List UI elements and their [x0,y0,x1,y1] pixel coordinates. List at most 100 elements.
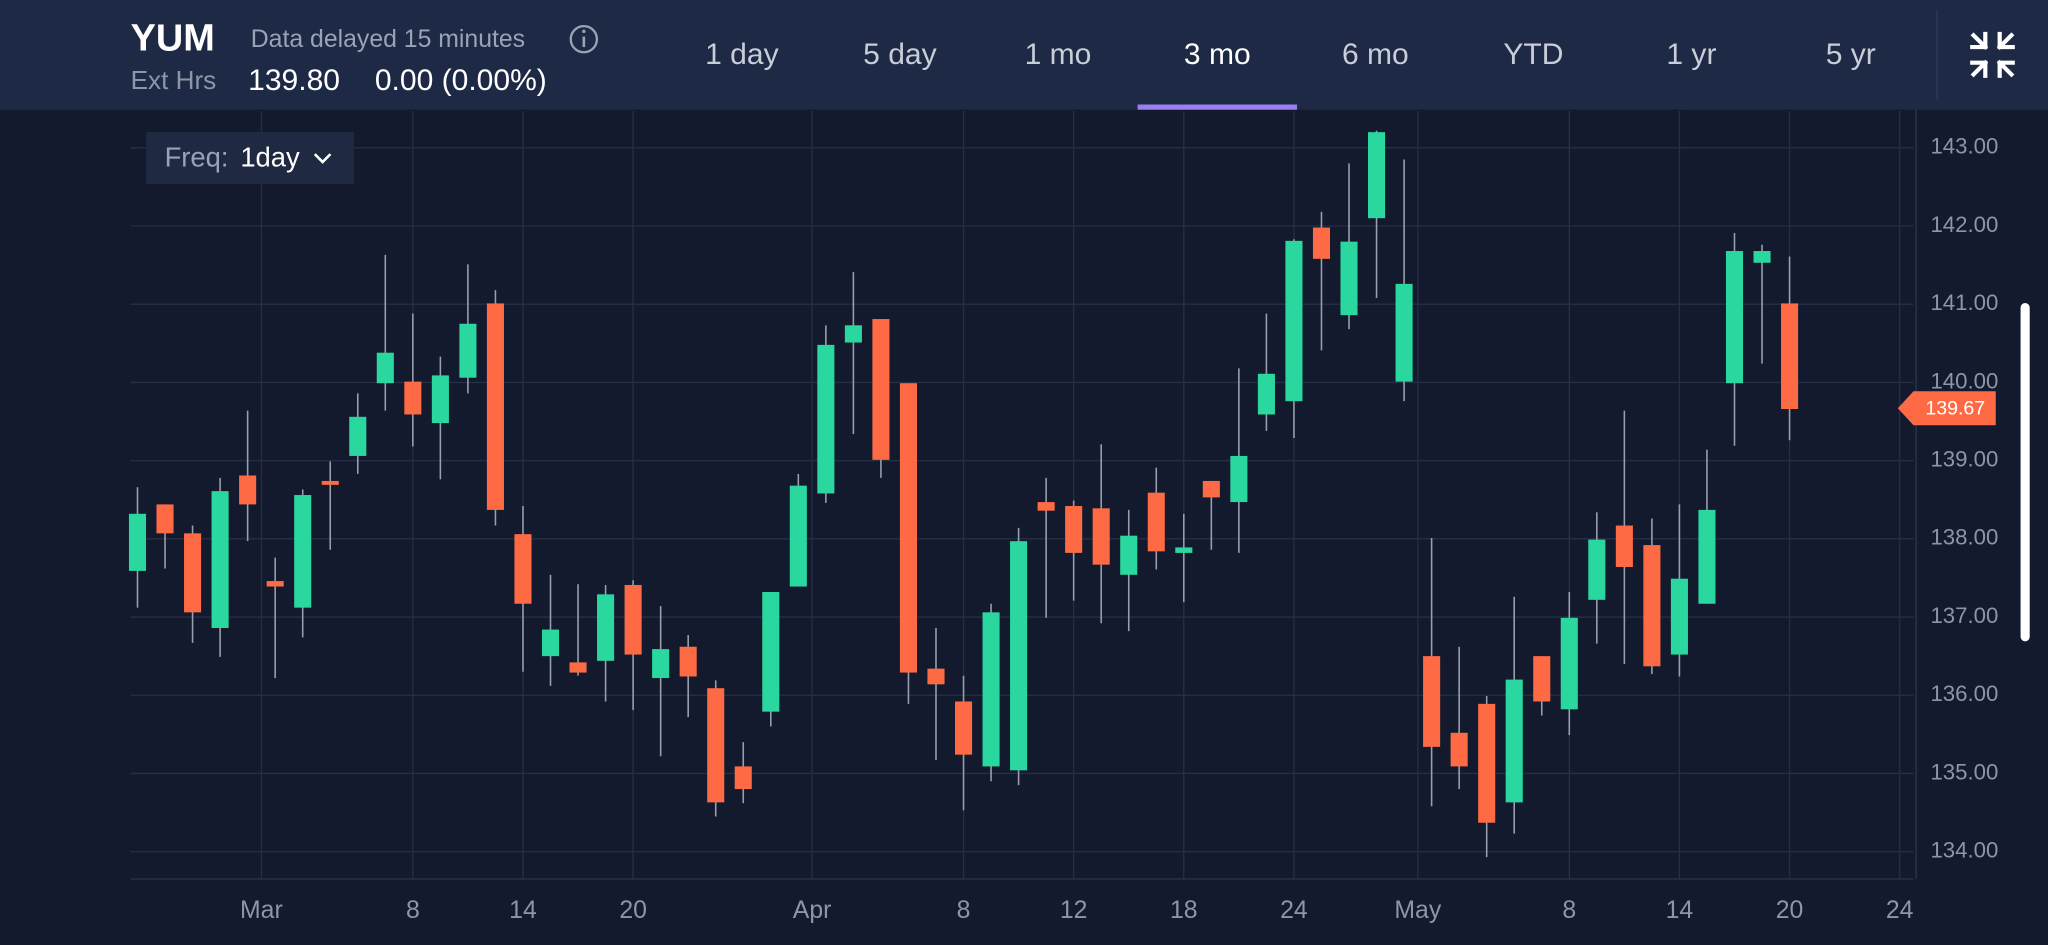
x-tick-label: 24 [1280,897,1308,924]
candle-body [376,352,394,384]
collapse-icon[interactable] [1970,31,2015,78]
candle-body [597,594,615,661]
candle-body [1147,492,1165,552]
candle-body [1065,505,1083,553]
x-tick-label: 8 [406,897,420,924]
candle-body [1340,241,1358,316]
range-button[interactable]: YTD [1503,38,1563,71]
x-tick-label: May [1394,897,1441,924]
candle-body [679,646,697,677]
icon-part [1970,59,1989,78]
x-tick-label: 20 [619,897,647,924]
range-button[interactable]: 1 day [705,38,778,71]
candle-body [1368,132,1386,219]
freq-chevron [313,153,332,164]
ext-label: Ext Hrs [131,65,217,95]
candle-body [872,319,890,460]
y-tick-label: 135.00 [1930,759,1998,784]
candle-body [514,534,532,604]
candle-body [239,475,257,505]
candle-body [652,649,670,679]
range-button[interactable]: 5 day [863,38,936,71]
icon-part [1996,31,2015,50]
candle-body [1753,251,1771,263]
candle-body [184,533,202,613]
x-tick-label: Mar [240,897,283,924]
candle-body [1312,227,1331,259]
candle-body [321,480,339,485]
ext-price: 139.80 [248,64,340,97]
candle-body [734,766,752,790]
delay-note: Data delayed 15 minutes [251,26,525,53]
freq-label: Freq: [165,142,229,173]
candle-body [1230,455,1248,503]
candle-body [349,416,367,456]
x-tick-label: 12 [1060,897,1088,924]
candle-body [789,485,807,587]
range-button[interactable]: 5 yr [1826,38,1876,71]
candle-body [1092,508,1110,565]
candle-body [459,323,477,378]
icon-part [1970,31,1989,50]
header-bar [0,0,2048,110]
y-tick-label: 141.00 [1930,290,1998,315]
candle-body [1120,535,1138,575]
candle-body [1257,373,1275,415]
info-icon[interactable] [569,24,599,54]
candle-body [899,383,917,673]
candle-body [569,662,587,673]
candle-body [927,668,945,685]
candle-body [1533,656,1551,702]
candle-body [762,592,780,712]
candle-body [486,303,504,510]
y-tick-label: 136.00 [1930,681,1998,706]
candle-body [1698,509,1716,604]
y-tick-label: 140.00 [1930,368,1998,393]
candle-body [624,584,642,655]
y-tick-label: 137.00 [1930,603,1998,628]
candle-body [266,581,284,587]
candle-body [128,513,147,571]
candle-body [1478,703,1496,823]
plot: 134.00 135.00 136.00 137.00 138.00 139.00 140.… [128,109,1998,924]
candle-body [211,491,229,628]
candle-body [1643,545,1661,667]
candle-body [707,688,725,803]
candle-body [1505,679,1523,803]
x-tick-label: 14 [1666,897,1694,924]
last-price-label: 139.67 [1925,398,1985,420]
range-selected-underline [1137,104,1297,110]
icon-part [1996,59,2015,78]
range-button[interactable]: 1 yr [1666,38,1716,71]
candle-body [1010,541,1028,771]
y-tick-label: 139.00 [1930,446,1998,471]
scrollbar[interactable] [2020,303,2030,642]
y-tick-label: 142.00 [1930,212,1998,237]
candle-body [1560,617,1578,710]
candle-body [431,375,449,424]
candle-body [1423,656,1441,747]
candle-body [156,504,174,534]
ext-change: 0.00 (0.00%) [375,64,547,97]
range-button[interactable]: 3 mo [1184,38,1251,71]
y-tick-label: 143.00 [1930,134,1998,159]
range-button[interactable]: 6 mo [1342,38,1409,71]
last-price-tag [1897,391,1996,426]
y-tick-label: 138.00 [1930,525,1998,550]
symbol: YUM [131,18,215,60]
x-tick-label: 24 [1886,897,1914,924]
candle-body [954,701,973,755]
candle-body [1725,251,1744,384]
candle-body [1450,732,1468,767]
freq-value: 1day [240,142,300,173]
candle-body [1285,240,1303,402]
x-tick-label: 8 [1562,897,1576,924]
x-tick-label: 20 [1776,897,1804,924]
candle-body [541,629,560,657]
range-button[interactable]: 1 mo [1025,38,1092,71]
candle-body [1037,502,1055,511]
candle-body [294,495,312,608]
candle-body [1615,525,1633,567]
